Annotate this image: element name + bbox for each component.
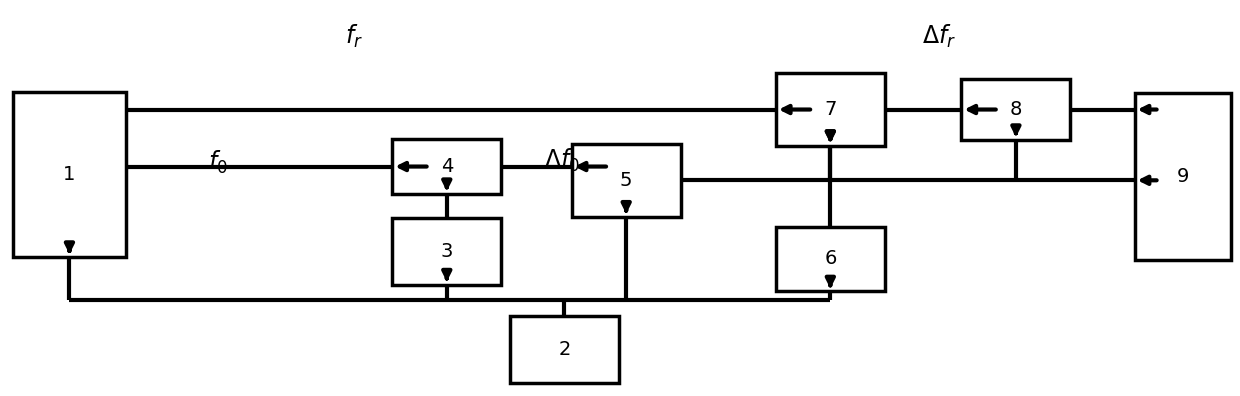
- Text: 9: 9: [1177, 167, 1189, 186]
- FancyBboxPatch shape: [392, 218, 501, 284]
- FancyBboxPatch shape: [776, 227, 885, 291]
- Text: 7: 7: [825, 100, 837, 119]
- FancyBboxPatch shape: [776, 73, 885, 146]
- Text: 6: 6: [825, 249, 837, 268]
- Text: $f_r$: $f_r$: [345, 23, 363, 50]
- Text: $f_0$: $f_0$: [208, 149, 228, 176]
- FancyBboxPatch shape: [961, 79, 1070, 140]
- Text: 3: 3: [440, 242, 453, 261]
- Text: 8: 8: [1009, 100, 1022, 119]
- FancyBboxPatch shape: [572, 144, 681, 217]
- Text: 5: 5: [620, 171, 632, 190]
- FancyBboxPatch shape: [1135, 93, 1231, 260]
- Text: $\Delta f_0$: $\Delta f_0$: [544, 147, 580, 174]
- Text: $\Delta f_r$: $\Delta f_r$: [923, 23, 956, 50]
- Text: 4: 4: [440, 157, 453, 176]
- Text: 1: 1: [63, 165, 76, 184]
- FancyBboxPatch shape: [510, 316, 619, 383]
- Text: 2: 2: [558, 340, 570, 359]
- FancyBboxPatch shape: [12, 92, 126, 257]
- FancyBboxPatch shape: [392, 139, 501, 194]
